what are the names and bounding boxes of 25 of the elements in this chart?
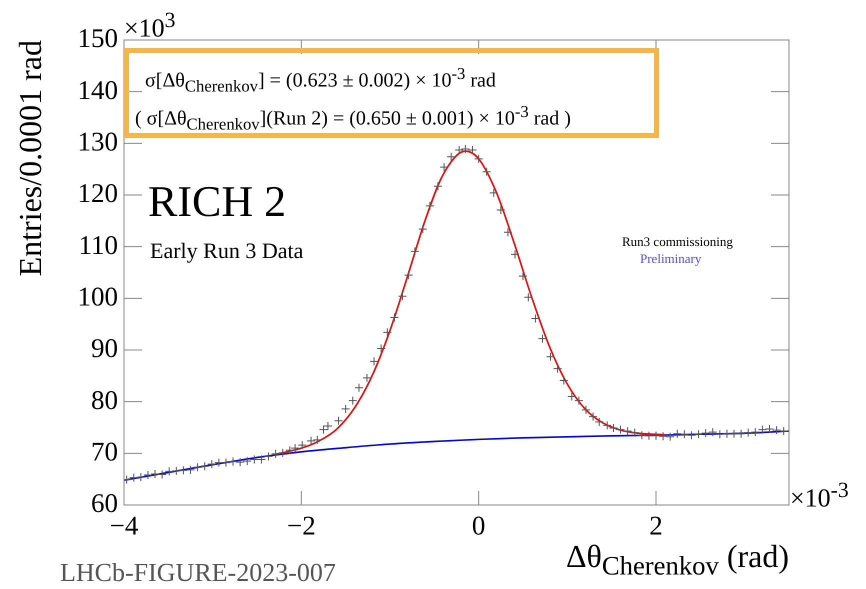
y-tick-label: 90 (91, 333, 118, 364)
y-tick-label: 140 (78, 74, 118, 105)
y-tick-label: 80 (91, 384, 118, 415)
x-tick-label: 0 (472, 510, 486, 540)
x-axis-title: Δθ$_{Cherenkov}$ (rad) (566, 538, 789, 580)
annotation: RICH 2 (148, 177, 286, 226)
annotation: ( σ[Δθ$_{Cherenkov}$](Run 2) = (0.650 ± 0.001) × 10$^{-3}$ rad ) (135, 102, 571, 134)
annotation: Run3 commissioning (622, 234, 733, 249)
y-tick-label: 130 (78, 126, 118, 156)
x-tick-label: 2 (649, 510, 663, 540)
line-series (124, 430, 789, 481)
text: ×10$^{-3}$ (790, 478, 849, 513)
text: LHCb-FIGURE-2023-007 (60, 558, 336, 587)
y-tick-label: 100 (78, 281, 118, 312)
y-tick-label: 70 (91, 436, 118, 466)
annotation: σ[Δθ$_{Cherenkov}$] = (0.623 ± 0.002) × 10$^{-3}$ rad (145, 64, 496, 96)
y-tick-label: 120 (78, 178, 118, 208)
y-tick-label: 150 (78, 23, 118, 54)
annotation: Early Run 3 Data (150, 238, 304, 263)
annotation: Preliminary (640, 251, 702, 266)
x-tick-label: −2 (286, 510, 316, 540)
y-tick-label: 60 (91, 488, 118, 518)
y-tick-label: 110 (78, 230, 118, 260)
annotation: ×10$^{3}$ (124, 8, 176, 43)
y-axis-title: Entries/0.0001 rad (12, 40, 48, 276)
